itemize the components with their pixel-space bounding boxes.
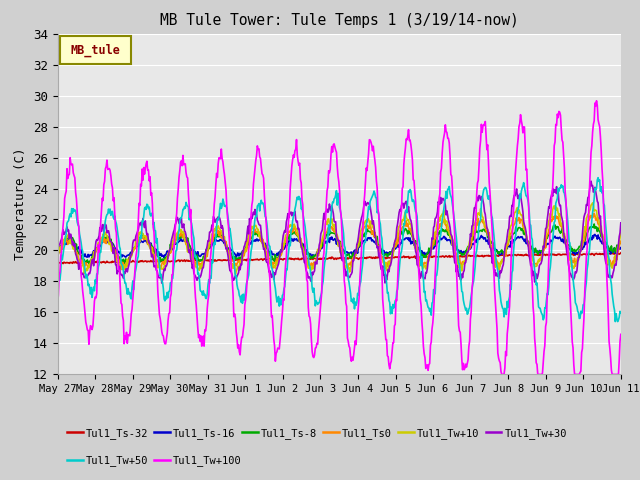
Legend: Tul1_Tw+50, Tul1_Tw+100: Tul1_Tw+50, Tul1_Tw+100 (63, 451, 246, 470)
Title: MB Tule Tower: Tule Temps 1 (3/19/14-now): MB Tule Tower: Tule Temps 1 (3/19/14-now… (160, 13, 518, 28)
Text: MB_tule: MB_tule (70, 43, 120, 57)
Y-axis label: Temperature (C): Temperature (C) (14, 148, 28, 260)
FancyBboxPatch shape (60, 36, 131, 64)
